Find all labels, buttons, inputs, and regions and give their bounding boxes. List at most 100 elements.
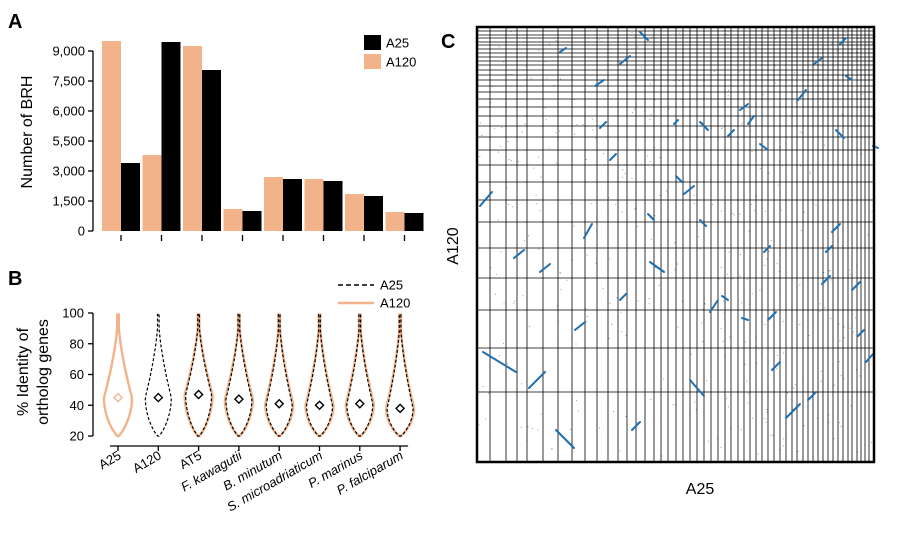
background-dot bbox=[825, 77, 827, 79]
violin-a120-p-falciparum bbox=[384, 313, 416, 438]
background-dot bbox=[794, 72, 795, 74]
background-dot bbox=[799, 284, 801, 286]
synteny-segment bbox=[763, 245, 771, 253]
legend-swatch-a25 bbox=[364, 35, 381, 50]
background-dot bbox=[485, 418, 487, 420]
bar-chart-ylabel: Number of BRH bbox=[19, 76, 36, 189]
background-dot bbox=[745, 341, 746, 343]
background-dot bbox=[518, 160, 519, 162]
background-dot bbox=[616, 297, 618, 299]
background-dot bbox=[776, 354, 778, 356]
bar-a25-p-marinus bbox=[364, 196, 383, 231]
background-dot bbox=[820, 370, 822, 372]
background-dot bbox=[595, 137, 597, 139]
background-dot bbox=[538, 248, 540, 250]
background-dot bbox=[577, 410, 579, 412]
background-dot bbox=[690, 353, 692, 355]
background-dot bbox=[783, 438, 785, 440]
background-dot bbox=[648, 303, 650, 305]
background-dot bbox=[809, 173, 811, 175]
synteny-segment bbox=[857, 329, 865, 337]
background-dot bbox=[747, 46, 749, 48]
background-dot bbox=[528, 326, 530, 328]
background-dot bbox=[551, 448, 553, 450]
synteny-segment bbox=[865, 353, 874, 363]
bar-chart-y-ticks: 0 1,500 3,000 5,500 6,000 7,500 9,000 bbox=[52, 44, 93, 239]
synteny-segment bbox=[797, 89, 807, 101]
background-dot bbox=[823, 272, 825, 274]
background-dot bbox=[727, 95, 729, 97]
background-dot bbox=[654, 215, 656, 217]
background-dot bbox=[540, 176, 542, 178]
background-dot bbox=[666, 190, 667, 192]
background-dot bbox=[608, 197, 610, 199]
bar-a25-s-microadriaticum bbox=[323, 181, 343, 231]
background-dot bbox=[819, 303, 821, 305]
background-dot bbox=[757, 453, 759, 455]
median-marker-b-minutum bbox=[274, 398, 285, 409]
synteny-segment bbox=[759, 143, 769, 151]
synteny-segment bbox=[479, 191, 493, 207]
background-dot bbox=[720, 128, 722, 130]
background-dot bbox=[661, 455, 663, 457]
background-dot bbox=[720, 328, 722, 330]
background-dot bbox=[521, 131, 523, 133]
background-dot bbox=[539, 210, 541, 212]
bar-a25-a25 bbox=[121, 163, 140, 231]
synteny-segment bbox=[649, 261, 665, 273]
background-dot bbox=[776, 263, 778, 265]
background-dot bbox=[795, 101, 797, 103]
panel-label-a: A bbox=[8, 11, 22, 33]
background-dot bbox=[503, 303, 505, 305]
background-dot bbox=[591, 203, 593, 205]
legend-label-a25: A25 bbox=[380, 278, 403, 293]
background-dot bbox=[592, 129, 594, 131]
background-dot bbox=[714, 70, 716, 72]
background-dot bbox=[524, 239, 525, 241]
background-dot bbox=[861, 153, 862, 155]
background-dot bbox=[738, 213, 740, 215]
background-dot bbox=[843, 337, 845, 339]
y-tick-label: 7,500 bbox=[52, 74, 85, 89]
background-dot bbox=[797, 450, 799, 452]
background-dot bbox=[746, 278, 748, 280]
background-dot bbox=[693, 195, 695, 197]
median-marker-a120 bbox=[153, 392, 164, 403]
legend-label-a120: A120 bbox=[386, 55, 416, 70]
background-dot bbox=[582, 123, 584, 125]
background-dot bbox=[506, 187, 508, 189]
background-dot bbox=[650, 161, 652, 163]
background-dot bbox=[662, 378, 664, 380]
background-dot bbox=[599, 427, 601, 429]
violin-chart-y-ticks: 20 40 60 80 100 bbox=[62, 306, 93, 444]
background-dot bbox=[782, 321, 784, 322]
background-dot bbox=[572, 259, 573, 261]
background-dot bbox=[803, 211, 805, 213]
bar-chart-ylabel-group: Number of BRH bbox=[19, 76, 36, 189]
background-dot bbox=[538, 60, 539, 62]
background-dot bbox=[857, 38, 859, 39]
background-dot bbox=[756, 362, 758, 364]
background-dot bbox=[674, 242, 676, 244]
background-dot bbox=[718, 278, 720, 280]
x-tick-label-a120: A120 bbox=[130, 448, 164, 476]
background-dot bbox=[840, 426, 842, 427]
background-dot bbox=[764, 210, 766, 212]
synteny-segment bbox=[813, 57, 823, 65]
background-dot bbox=[536, 203, 538, 205]
synteny-segment bbox=[689, 379, 705, 397]
background-dot bbox=[778, 160, 780, 162]
bar-a25-at5 bbox=[202, 70, 221, 231]
background-dot bbox=[727, 273, 729, 275]
background-dot bbox=[871, 210, 873, 212]
background-dot bbox=[677, 263, 679, 265]
background-dot bbox=[637, 300, 639, 302]
background-dot bbox=[776, 368, 778, 370]
background-dot bbox=[862, 93, 864, 95]
y-tick-label: 80 bbox=[70, 336, 84, 351]
bar-a25-f-kawagutii bbox=[242, 211, 262, 231]
bar-chart-legend: A25 A120 bbox=[364, 35, 416, 70]
background-dot bbox=[615, 204, 617, 205]
background-dot bbox=[654, 99, 656, 101]
background-dot bbox=[650, 238, 652, 240]
